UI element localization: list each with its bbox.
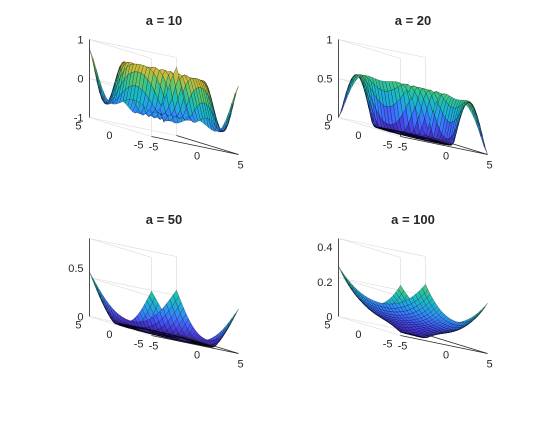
grid-line — [89, 277, 152, 297]
y-tick-label: -5 — [383, 339, 393, 351]
z-tick-label: -1 — [74, 113, 84, 125]
subplot-title-2: a = 20 — [395, 13, 432, 28]
subplot-title-3: a = 50 — [146, 212, 183, 227]
axis-line — [400, 335, 488, 354]
grid-line — [89, 238, 152, 258]
axis-line — [151, 136, 239, 155]
grid-line — [338, 39, 401, 59]
x-tick-label: -5 — [398, 142, 408, 154]
subplot-title-4: a = 100 — [391, 212, 435, 227]
z-tick-label: 0.2 — [317, 277, 332, 289]
grid-line — [89, 117, 177, 136]
y-tick-label: -5 — [134, 140, 144, 152]
x-tick-label: 5 — [237, 160, 243, 172]
y-tick-label: 0 — [106, 329, 112, 341]
surface-patch — [338, 266, 345, 277]
axis-line — [425, 334, 488, 354]
x-tick-label: 0 — [443, 151, 449, 163]
grid-line — [89, 277, 177, 296]
z-tick-label: 0.5 — [68, 263, 83, 275]
z-tick-label: 0 — [326, 312, 332, 324]
z-tick-label: 1 — [326, 35, 332, 47]
surface-patch — [341, 271, 348, 282]
x-tick-label: -5 — [149, 341, 159, 353]
surface-patch — [91, 57, 98, 83]
surface-patch — [338, 101, 345, 118]
z-tick-label: 0 — [77, 312, 83, 324]
surface-patch — [341, 92, 348, 112]
grid-line — [89, 238, 177, 257]
x-tick-label: -5 — [149, 142, 159, 154]
subplot-title-1: a = 10 — [146, 13, 183, 28]
grid-line — [338, 277, 426, 296]
y-tick-label: 5 — [75, 121, 81, 133]
grid-line — [338, 39, 426, 58]
y-tick-label: -5 — [383, 140, 393, 152]
grid-line — [89, 117, 152, 137]
surface-subplot-1: -505-505-101 — [74, 35, 244, 172]
surface-patch — [89, 272, 96, 285]
y-tick-label: 5 — [75, 320, 81, 332]
y-tick-label: 0 — [355, 329, 361, 341]
grid-line — [338, 117, 401, 137]
x-tick-label: 0 — [443, 350, 449, 362]
x-tick-label: 5 — [486, 160, 492, 172]
axis-line — [425, 135, 488, 155]
y-tick-label: 5 — [324, 320, 330, 332]
x-tick-label: 0 — [194, 350, 200, 362]
axis-line — [176, 334, 239, 354]
grid-line — [338, 316, 401, 336]
grid-line — [89, 39, 152, 59]
surface-patch — [478, 125, 485, 147]
grid-line — [338, 238, 401, 258]
z-tick-label: 1 — [77, 35, 83, 47]
axis-line — [176, 135, 239, 155]
grid-line — [338, 238, 426, 257]
x-tick-label: -5 — [398, 341, 408, 353]
z-tick-label: 0.5 — [317, 74, 332, 86]
x-tick-label: 0 — [194, 151, 200, 163]
grid-line — [89, 39, 177, 58]
y-tick-label: 5 — [324, 121, 330, 133]
axis-line — [400, 136, 488, 155]
subplots: -505-505-101-505-50500.51-505-50500.5-50… — [68, 35, 492, 371]
surface-patch — [89, 49, 96, 71]
y-tick-label: -5 — [134, 339, 144, 351]
z-tick-label: 0 — [326, 113, 332, 125]
grid-line — [89, 316, 152, 336]
z-tick-label: 0 — [77, 74, 83, 86]
x-tick-label: 5 — [486, 359, 492, 371]
y-tick-label: 0 — [355, 130, 361, 142]
y-tick-label: 0 — [106, 130, 112, 142]
z-tick-label: 0.4 — [317, 242, 332, 254]
axis-line — [151, 335, 239, 354]
x-tick-label: 5 — [237, 359, 243, 371]
